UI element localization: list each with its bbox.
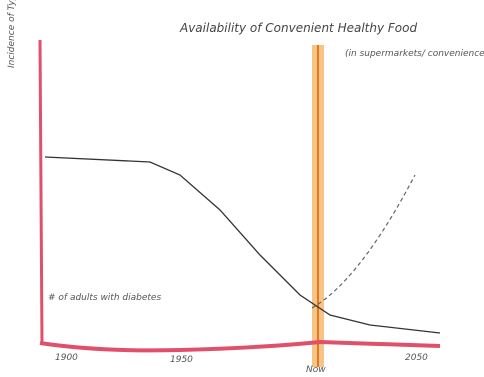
subtitle: (in supermarkets/ convenience stores) — [345, 49, 484, 59]
lower-label: # of adults with diabetes — [48, 293, 161, 303]
y-axis-label: Incidence of Type 2 Diabetes — [7, 0, 17, 68]
x-label: 1900 — [55, 353, 78, 363]
x-axis — [39, 339, 441, 353]
projection-line — [311, 174, 416, 309]
x-label: 2050 — [405, 353, 428, 363]
x-label: Now — [306, 365, 326, 375]
trend-line — [44, 156, 441, 334]
x-label: 1950 — [170, 355, 193, 365]
title: Availability of Convenient Healthy Food — [179, 21, 417, 35]
y-axis — [38, 39, 44, 346]
